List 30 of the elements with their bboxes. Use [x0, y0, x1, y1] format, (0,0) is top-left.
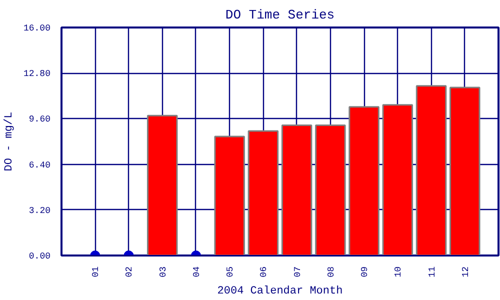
x-tick-label: 08 [326, 266, 336, 278]
x-tick-label: 09 [360, 266, 370, 278]
bar [382, 104, 414, 256]
bar [450, 86, 480, 256]
x-tick-label: 11 [427, 266, 438, 278]
y-axis-title: DO - mg/L [3, 112, 16, 172]
x-tick-label: 12 [460, 266, 471, 278]
x-tick-label: 01 [91, 266, 102, 278]
x-tick-label: 04 [192, 266, 202, 278]
y-tick-label: 12.80 [23, 69, 51, 80]
x-tick-label: 03 [158, 266, 168, 278]
bar [214, 136, 245, 256]
y-tick-label: 0.00 [28, 252, 51, 262]
bar [348, 106, 380, 256]
x-axis-title: 2004 Calendar Month [217, 285, 343, 298]
bar [281, 124, 312, 256]
bar [315, 124, 346, 256]
bar [248, 130, 279, 256]
y-tick-label: 3.20 [28, 206, 51, 216]
x-tick-label: 10 [394, 266, 404, 278]
x-tick-label: 06 [259, 266, 270, 278]
x-tick-label: 07 [292, 266, 303, 278]
y-tick-label: 16.00 [23, 24, 51, 34]
x-tick-label: 05 [226, 266, 236, 278]
bar [146, 114, 178, 256]
y-tick-label: 6.40 [28, 160, 51, 170]
chart-title: DO Time Series [225, 8, 335, 22]
bar [416, 85, 447, 256]
x-tick-label: 02 [124, 266, 135, 278]
y-tick-label: 9.60 [28, 114, 51, 125]
